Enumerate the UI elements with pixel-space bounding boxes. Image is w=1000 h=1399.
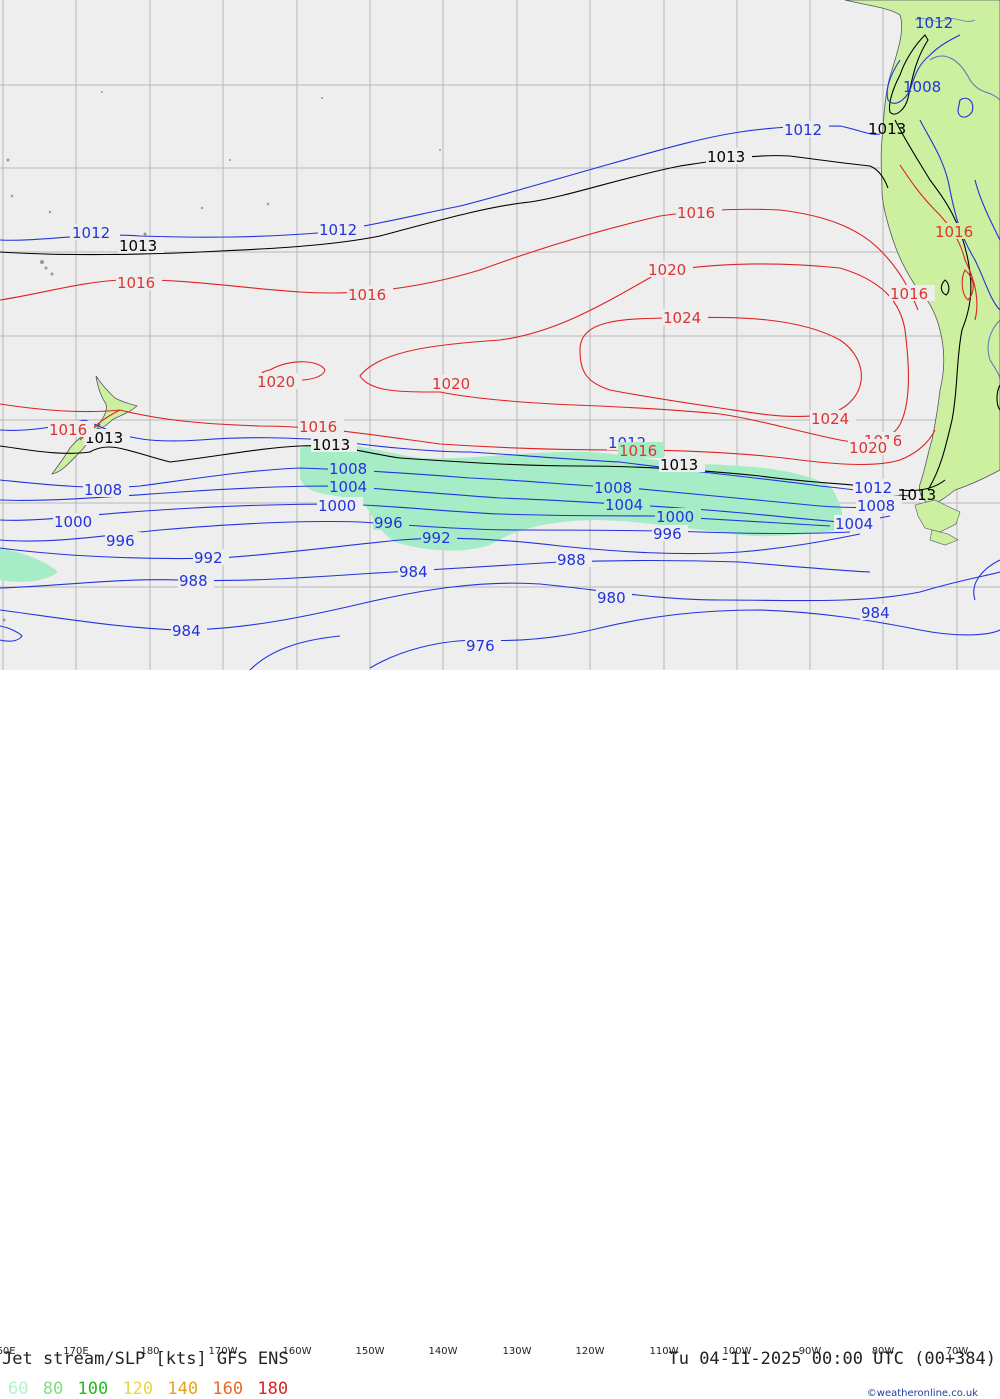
- isobar-label: 980: [597, 589, 626, 607]
- isobar-label: 1020: [849, 439, 887, 457]
- legend-entry: 80: [42, 1379, 64, 1399]
- isobar-label: 1016: [935, 223, 973, 241]
- isobar-label: 1012: [915, 14, 953, 32]
- isobar-label: 996: [653, 525, 682, 543]
- isobar-label: 996: [106, 532, 135, 550]
- isobar-label: 1012: [784, 121, 822, 139]
- map-footer: 60E 170E 180 170W 160W 150W 140W 130W 12…: [0, 670, 1000, 1399]
- longitude-label: 140W: [428, 1346, 458, 1357]
- isobar-1013: [0, 34, 1000, 492]
- lat-lon-grid: [0, 0, 1000, 670]
- isobar-label: 1013: [707, 148, 745, 166]
- isobar-label: 1016: [117, 274, 155, 292]
- isobar-label: 1008: [594, 479, 632, 497]
- isobar-label: 1004: [835, 515, 873, 533]
- isobar-label: 1016: [299, 418, 337, 436]
- isobar-label: 976: [466, 637, 495, 655]
- isobar-label: 1016: [619, 442, 657, 460]
- isobar-label: 1020: [432, 375, 470, 393]
- isobar-label: 1000: [54, 513, 92, 531]
- isobar-label: 1024: [663, 309, 701, 327]
- isobar-label: 1012: [319, 221, 357, 239]
- isobar-label: 1016: [890, 285, 928, 303]
- isobar-label: 1008: [329, 460, 367, 478]
- isobar-label: 1012: [72, 224, 110, 242]
- isobar-label: 1000: [318, 497, 356, 515]
- legend-entry: 60: [8, 1379, 29, 1399]
- legend-entry: 120: [122, 1379, 154, 1399]
- legend-entry: 100: [77, 1379, 109, 1399]
- isobar-label: 984: [172, 622, 201, 640]
- isobar-label: 1004: [329, 478, 367, 496]
- longitude-label: 120W: [575, 1346, 605, 1357]
- isobar-label: 1016: [49, 421, 87, 439]
- credit-link[interactable]: ©weatheronline.co.uk: [866, 1388, 978, 1399]
- weather-map: 1012 1012 1012 1012 1012 1012 1013 1013 …: [0, 0, 1000, 671]
- isobar-label: 1013: [868, 120, 906, 138]
- isobar-label: 1013: [119, 237, 157, 255]
- isobar-label: 1024: [811, 410, 849, 428]
- legend-entry: 160: [212, 1379, 244, 1399]
- wind-speed-legend: 60 80 100 120 140 160 180: [8, 1379, 292, 1399]
- longitude-label: 150W: [355, 1346, 385, 1357]
- isobar-label: 1016: [677, 204, 715, 222]
- isobar-label: 1008: [857, 497, 895, 515]
- isobar-label: 1020: [648, 261, 686, 279]
- small-islands: [2, 91, 441, 622]
- isobar-label: 1000: [656, 508, 694, 526]
- isobar-label: 984: [399, 563, 428, 581]
- legend-entry: 140: [167, 1379, 199, 1399]
- isobar-label: 984: [861, 604, 890, 622]
- isobar-label: 1012: [854, 479, 892, 497]
- isobar-label: 1013: [898, 486, 936, 504]
- isobar-label: 1016: [348, 286, 386, 304]
- isobar-label: 1004: [605, 496, 643, 514]
- isobar-label: 1013: [312, 436, 350, 454]
- forecast-timestamp: Tu 04-11-2025 00:00 UTC (00+384): [668, 1349, 996, 1369]
- map-canvas: 1012 1012 1012 1012 1012 1012 1013 1013 …: [0, 0, 1000, 671]
- legend-entry: 180: [257, 1379, 289, 1399]
- map-title: Jet stream/SLP [kts] GFS ENS: [2, 1349, 289, 1369]
- longitude-label: 130W: [502, 1346, 532, 1357]
- isobar-label: 992: [194, 549, 223, 567]
- isobar-label: 992: [422, 529, 451, 547]
- isobar-label: 1008: [84, 481, 122, 499]
- jet-stream-shading: [0, 443, 843, 582]
- isobar-label: 988: [557, 551, 586, 569]
- isobar-label: 996: [374, 514, 403, 532]
- isobar-labels: 1012 1012 1012 1012 1012 1012 1013 1013 …: [48, 14, 980, 655]
- isobar-label: 988: [179, 572, 208, 590]
- isobar-label: 1020: [257, 373, 295, 391]
- isobar-label: 1008: [903, 78, 941, 96]
- isobar-label: 1013: [85, 429, 123, 447]
- isobar-label: 1013: [660, 456, 698, 474]
- south-america-landmass: [844, 0, 1000, 546]
